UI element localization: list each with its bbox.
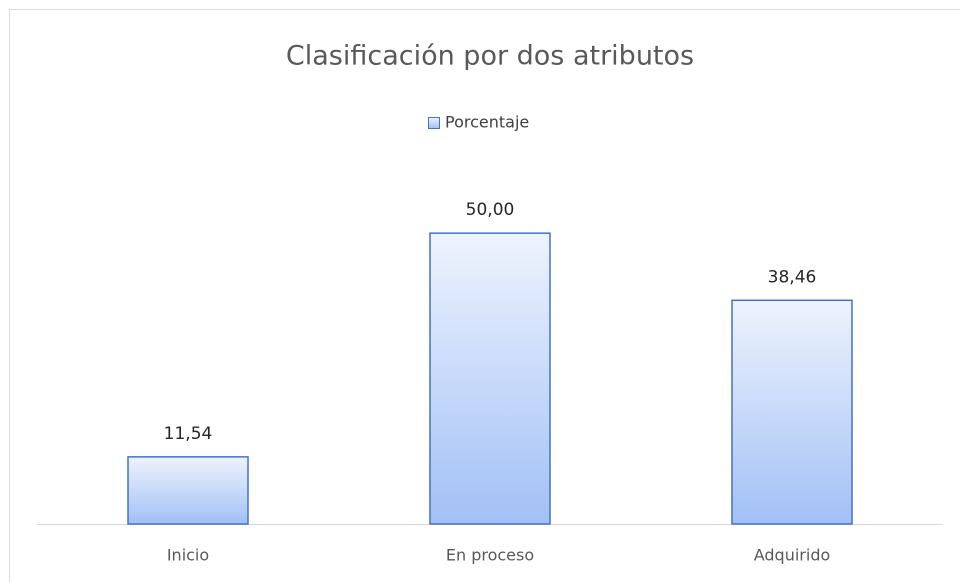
x-tick-label: En proceso: [446, 546, 534, 565]
data-label: 38,46: [768, 267, 817, 287]
bar: [731, 299, 853, 525]
data-label: 11,54: [164, 424, 213, 444]
x-tick-label: Adquirido: [754, 546, 831, 565]
chart-title: Clasificación por dos atributos: [286, 41, 694, 72]
legend-swatch: [428, 117, 440, 129]
bar: [127, 456, 249, 525]
legend-label: Porcentaje: [445, 113, 529, 132]
x-tick-label: Inicio: [167, 546, 209, 565]
data-label: 50,00: [466, 200, 515, 220]
bar: [429, 232, 551, 525]
